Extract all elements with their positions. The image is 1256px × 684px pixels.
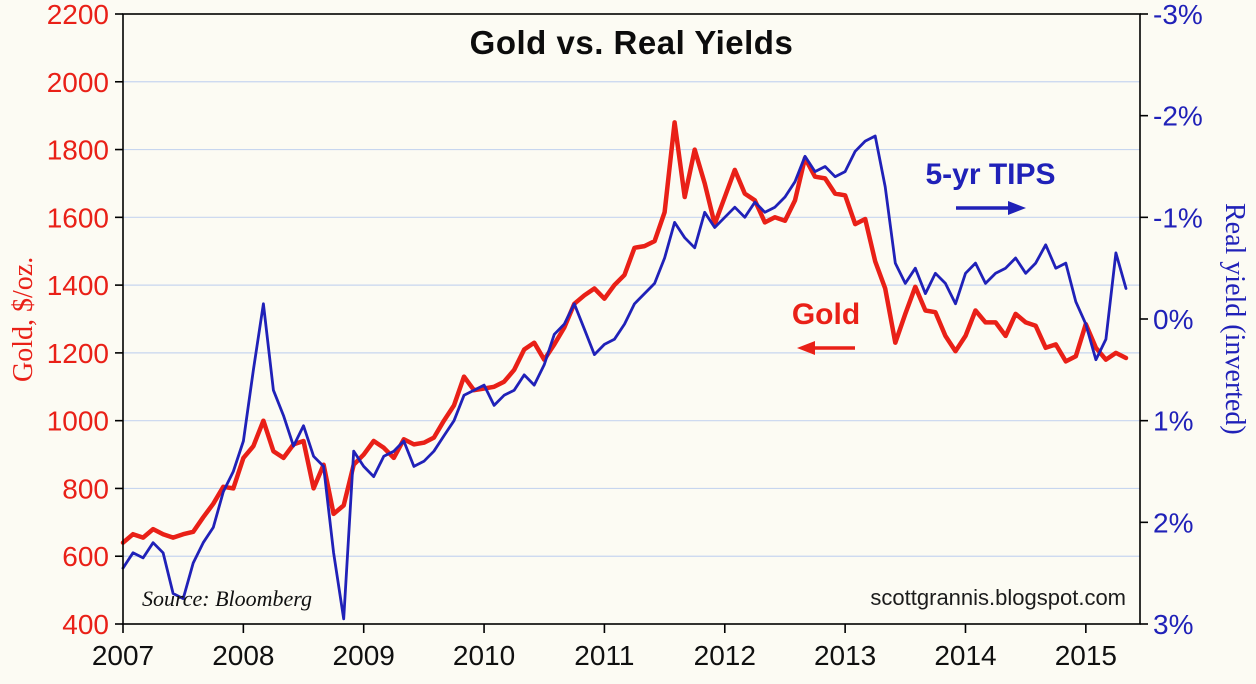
annotation-gold-label: Gold [791, 298, 861, 331]
left-axis-tick-label: 400 [62, 609, 109, 640]
x-axis-tick-label: 2014 [934, 640, 996, 671]
right-axis-tick-label: 1% [1153, 406, 1193, 437]
x-axis-tick-label: 2013 [814, 640, 876, 671]
x-axis-tick-label: 2007 [92, 640, 154, 671]
right-axis-tick-label: -1% [1153, 202, 1203, 233]
x-axis-tick-label: 2011 [574, 640, 634, 671]
right-axis-tick-label: 3% [1153, 609, 1193, 640]
x-axis-tick-label: 2008 [212, 640, 274, 671]
x-axis-tick-label: 2015 [1055, 640, 1117, 671]
right-axis-tick-label: -2% [1153, 101, 1203, 132]
left-arrow-icon [797, 341, 855, 355]
annotation-5yr-tips: 5-yr TIPS [898, 158, 1083, 217]
right-axis-tick-label: 0% [1153, 304, 1193, 335]
series-line-5-yr-tips [121, 134, 1128, 621]
watermark-url: scottgrannis.blogspot.com [870, 585, 1126, 610]
x-axis-tick-label: 2010 [453, 640, 515, 671]
left-axis-tick-label: 1600 [47, 202, 109, 233]
series-line-gold [120, 120, 1129, 545]
plot-border [122, 13, 1141, 625]
right-arrow-icon [955, 201, 1026, 215]
right-axis-tick-label: -3% [1153, 0, 1203, 30]
right-axis-title: Real yield (inverted) [1219, 203, 1250, 435]
x-axis-tick-label: 2012 [694, 640, 756, 671]
left-axis-tick-label: 1200 [47, 338, 109, 369]
left-axis-tick-label: 2200 [47, 0, 109, 30]
left-axis-tick-label: 1400 [47, 270, 109, 301]
x-axis-tick-label: 2009 [333, 640, 395, 671]
right-axis-tick-label: 2% [1153, 507, 1193, 538]
annotation-5yr-tips-label: 5-yr TIPS [925, 158, 1056, 191]
left-axis-title: Gold, $/oz. [8, 256, 39, 382]
chart-title: Gold vs. Real Yields [469, 24, 794, 61]
left-axis-tick-label: 1800 [47, 135, 109, 166]
left-axis-tick-label: 1000 [47, 406, 109, 437]
annotation-gold: Gold [772, 298, 880, 357]
left-axis-tick-label: 800 [62, 473, 109, 504]
source-note: Source: Bloomberg [142, 586, 313, 611]
left-axis-tick-label: 2000 [47, 67, 109, 98]
left-axis-tick-label: 600 [62, 541, 109, 572]
